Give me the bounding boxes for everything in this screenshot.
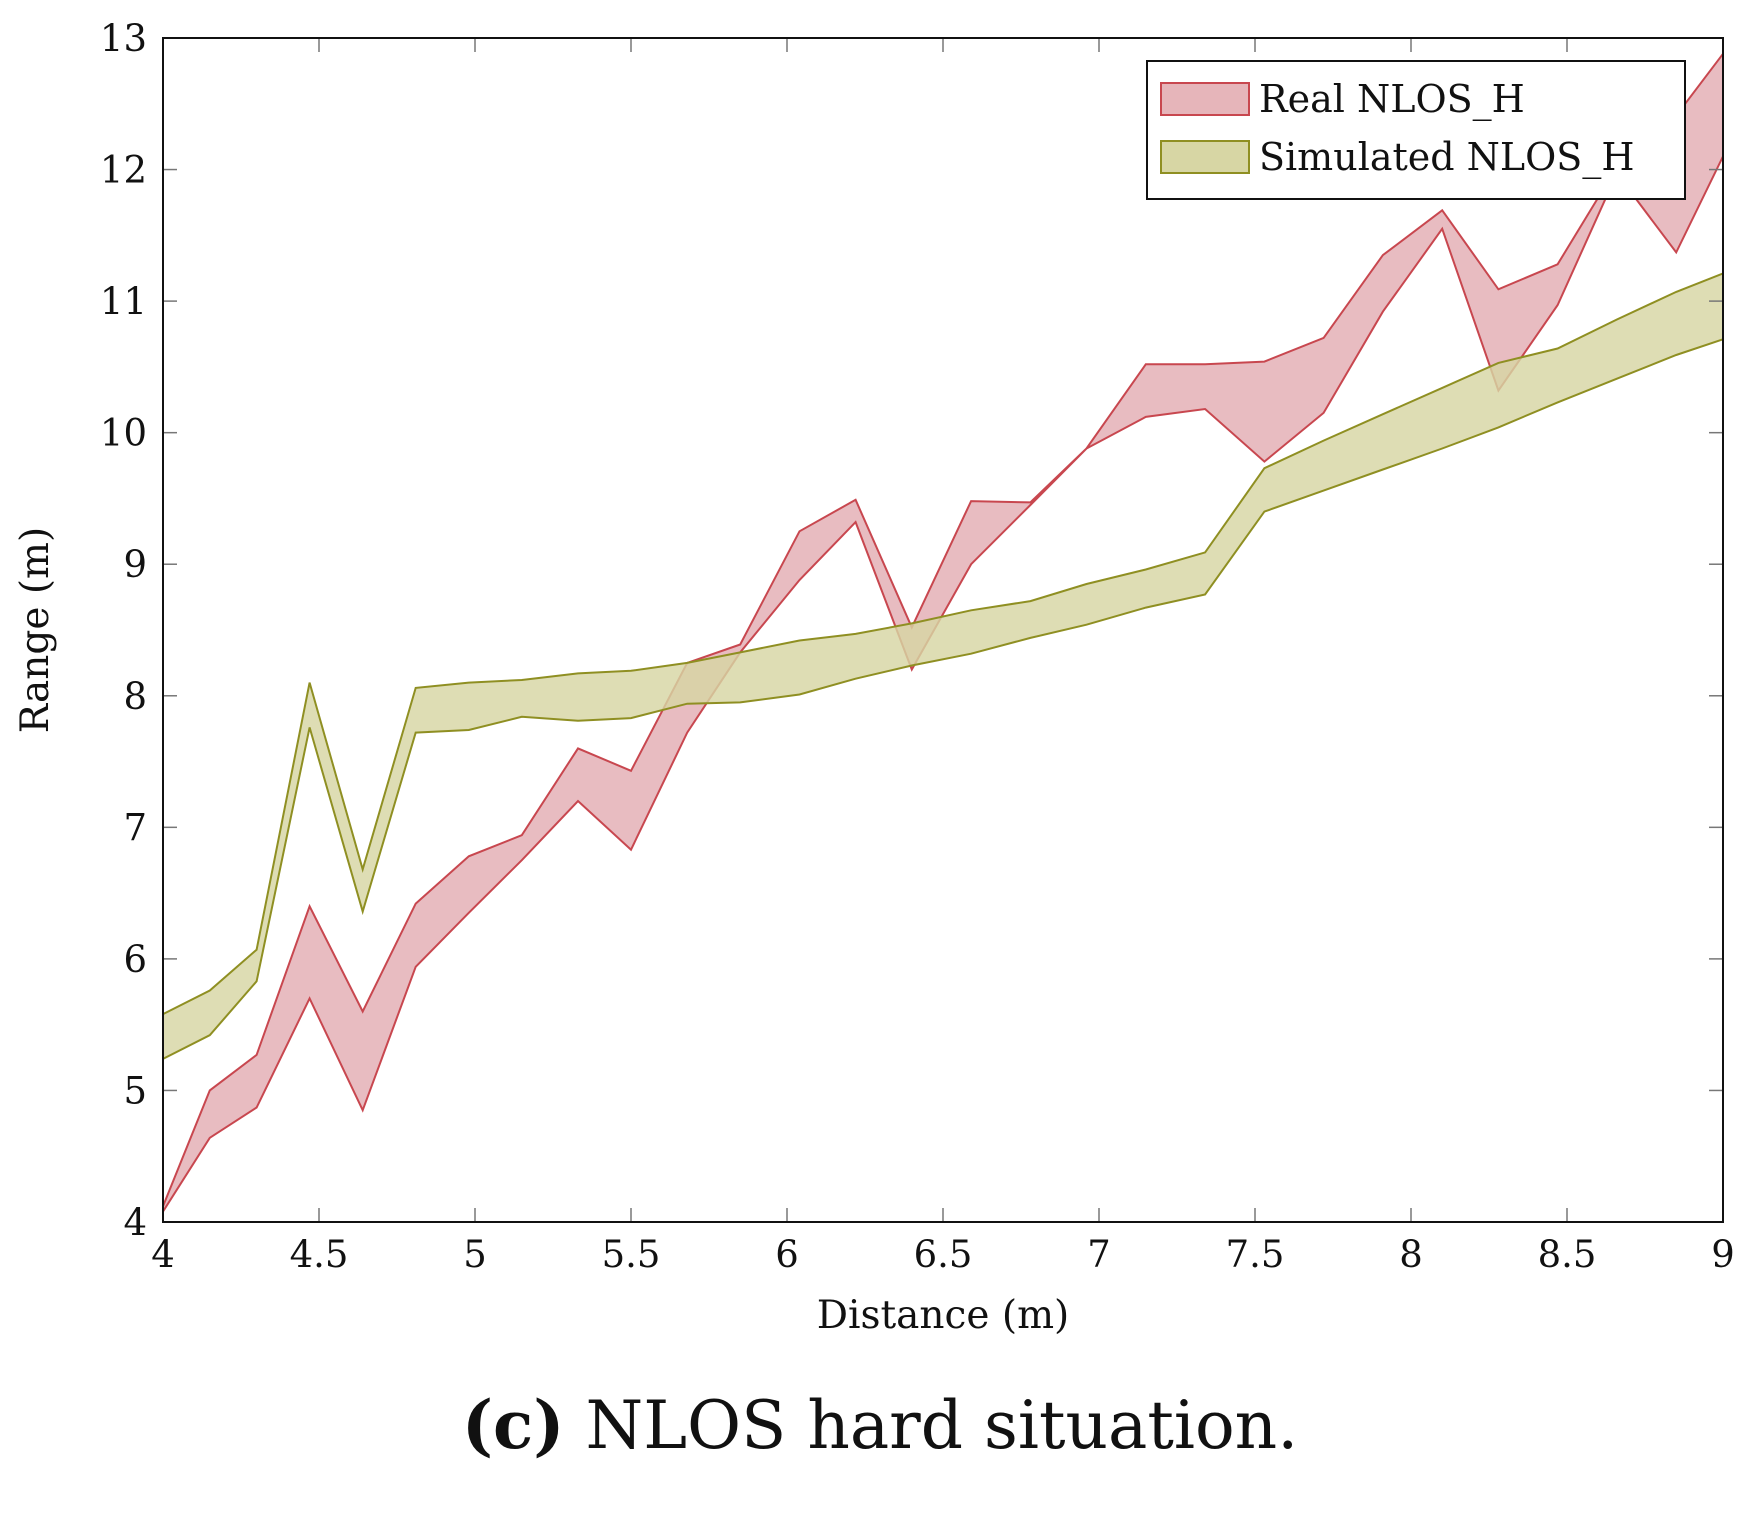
- caption-label: (c): [461, 1386, 565, 1464]
- y-tick-label: 6: [123, 938, 147, 981]
- y-tick-labels: 4 5 6 7 8 9 10 11 12 13: [100, 17, 147, 1244]
- legend-swatch-simulated: [1160, 140, 1250, 174]
- chart: 4 4.5 5 5.5 6 6.5 7 7.5 8 8.5 9 4 5 6 7 8 9 10 11 12 13 Dis…: [13, 17, 1735, 1338]
- legend-label-simulated: Simulated NLOS_H: [1259, 135, 1634, 180]
- legend-swatch-real: [1160, 82, 1250, 116]
- caption-text: NLOS hard situation.: [564, 1387, 1299, 1464]
- y-tick-label: 8: [123, 675, 147, 718]
- x-tick-label: 4: [151, 1233, 175, 1276]
- x-tick-label: 4.5: [290, 1233, 349, 1276]
- x-tick-label: 7.5: [1226, 1233, 1285, 1276]
- figure-caption: (c) NLOS hard situation.: [0, 1386, 1760, 1464]
- y-axis-label: Range (m): [13, 527, 58, 733]
- y-tick-label: 11: [100, 280, 147, 323]
- x-tick-label: 9: [1711, 1233, 1735, 1276]
- x-tick-label: 8.5: [1538, 1233, 1597, 1276]
- x-tick-label: 6.5: [914, 1233, 973, 1276]
- band-fills: [162, 50, 1724, 1215]
- legend: Real NLOS_H Simulated NLOS_H: [1146, 60, 1686, 200]
- plot-frame: [162, 37, 1724, 1223]
- x-axis-label: Distance (m): [817, 1293, 1070, 1338]
- x-tick-label: 8: [1399, 1233, 1423, 1276]
- y-tick-label: 7: [123, 806, 147, 849]
- legend-label-real: Real NLOS_H: [1259, 77, 1525, 122]
- x-tick-labels: 4 4.5 5 5.5 6 6.5 7 7.5 8 8.5 9: [151, 1233, 1735, 1276]
- y-tick-label: 5: [123, 1069, 147, 1112]
- x-tick-label: 5: [463, 1233, 487, 1276]
- y-tick-label: 10: [100, 412, 147, 455]
- y-tick-label: 9: [123, 543, 147, 586]
- y-tick-label: 4: [123, 1201, 147, 1244]
- x-tick-label: 5.5: [602, 1233, 661, 1276]
- x-tick-label: 6: [775, 1233, 799, 1276]
- x-tick-label: 7: [1087, 1233, 1111, 1276]
- y-tick-label: 13: [100, 17, 147, 60]
- y-tick-label: 12: [100, 149, 147, 192]
